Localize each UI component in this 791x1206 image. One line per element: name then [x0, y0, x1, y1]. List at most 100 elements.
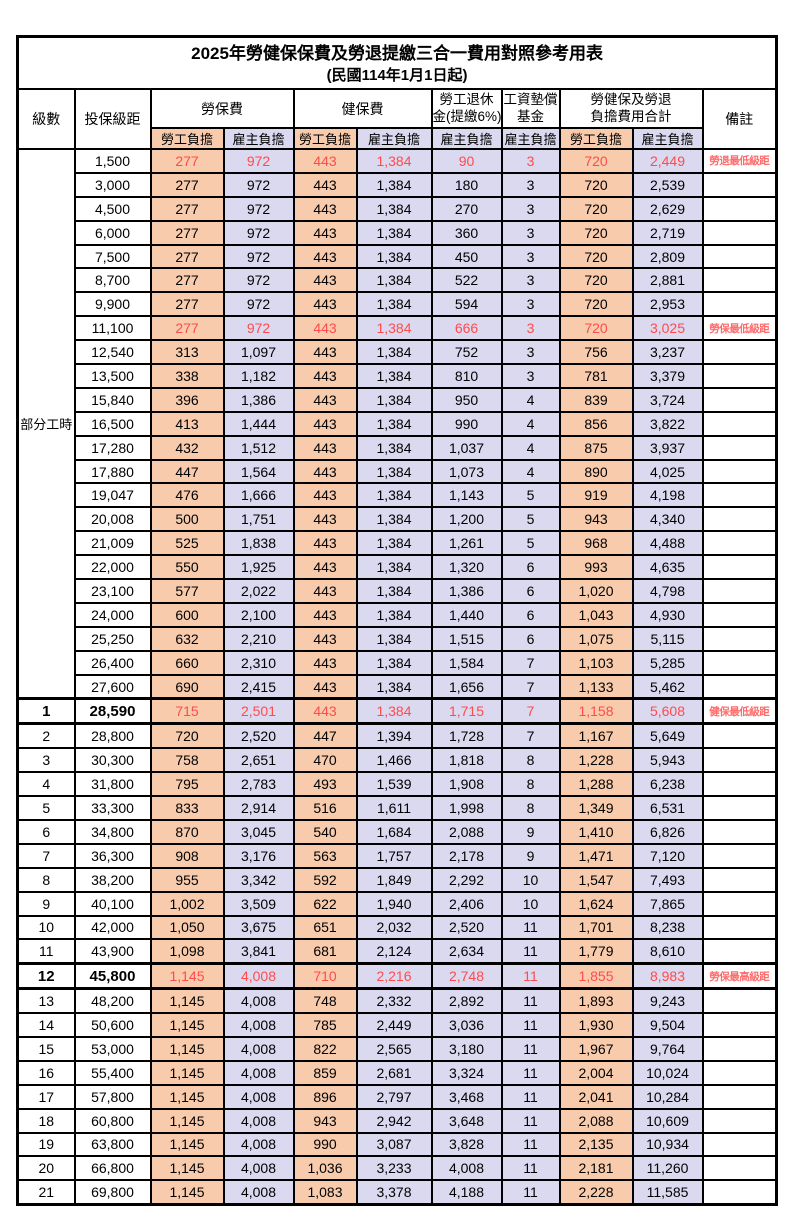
salary-cell: 3,000 — [73, 171, 152, 198]
health-employee-cell: 943 — [292, 1107, 358, 1134]
labor-employee-cell: 690 — [149, 673, 225, 701]
labor-employee-cell: 476 — [149, 482, 225, 509]
wage-fund-employer-cell: 11 — [500, 1012, 561, 1038]
total-employee-cell: 2,228 — [558, 1179, 634, 1206]
labor-employee-cell: 715 — [149, 697, 225, 726]
salary-cell: 17,880 — [73, 458, 152, 485]
labor-employer-cell: 4,008 — [222, 1155, 295, 1182]
labor-employer-cell: 1,512 — [222, 434, 295, 461]
pension-employer-cell: 3,180 — [430, 1035, 503, 1062]
health-employee-cell: 443 — [292, 410, 358, 437]
total-employee-cell: 1,228 — [558, 747, 634, 774]
health-employer-cell: 1,611 — [355, 795, 433, 821]
table-row: 11 43,900 1,098 3,841 681 2,124 2,634 11 1,779 8,… — [16, 938, 778, 965]
fee-reference-table: 2025年勞健保保費及勞退提繳三合一費用對照參考用表 (民國114年1月1日起)… — [16, 35, 779, 1206]
total-employee-cell: 781 — [558, 363, 634, 389]
table-row: 19,047 476 1,666 443 1,384 1,143 5 919 4,198 — [18, 482, 778, 509]
page-subtitle: (民國114年1月1日起) — [326, 66, 468, 84]
wage-fund-employer-cell: 3 — [500, 243, 561, 270]
labor-employee-cell: 277 — [149, 148, 225, 174]
title-cell: 2025年勞健保保費及勞退提繳三合一費用對照參考用表 (民國114年1月1日起) — [16, 35, 778, 90]
table-row: 4 31,800 795 2,783 493 1,539 1,908 8 1,288 6,238 — [16, 771, 778, 798]
remark-cell — [701, 866, 778, 893]
health-employer-cell: 1,384 — [355, 554, 433, 581]
wage-fund-employer-cell: 3 — [500, 195, 561, 222]
wage-fund-employer-cell: 7 — [500, 697, 561, 726]
table-row: 15,840 396 1,386 443 1,384 950 4 839 3,724 — [18, 386, 778, 413]
remark-cell — [701, 649, 778, 676]
health-employer-cell: 2,216 — [355, 962, 433, 991]
wage-fund-employer-cell: 3 — [500, 315, 561, 342]
health-employer-cell: 2,449 — [355, 1012, 433, 1038]
health-employer-cell: 2,681 — [355, 1059, 433, 1086]
total-employer-cell: 3,937 — [631, 434, 704, 461]
wage-fund-employer-cell: 6 — [500, 578, 561, 604]
remark-cell — [701, 363, 778, 389]
level-cell: 13 — [16, 987, 76, 1015]
health-employee-cell: 493 — [292, 771, 358, 798]
header-labor-employer: 雇主負擔 — [222, 127, 295, 150]
wage-fund-employer-cell: 5 — [500, 530, 561, 557]
total-employer-cell: 6,826 — [631, 818, 704, 845]
pension-employer-cell: 2,892 — [430, 987, 503, 1015]
labor-employee-cell: 313 — [149, 339, 225, 366]
health-employee-cell: 470 — [292, 747, 358, 774]
wage-fund-employer-cell: 3 — [500, 148, 561, 174]
health-employer-cell: 1,384 — [355, 219, 433, 246]
wage-fund-employer-cell: 5 — [500, 506, 561, 533]
total-employee-cell: 1,288 — [558, 771, 634, 798]
wage-fund-employer-cell: 3 — [500, 363, 561, 389]
remark-cell — [701, 914, 778, 941]
header-pension-line2: 金(提繳6%) — [432, 108, 502, 124]
header-total: 勞健保及勞退 負擔費用合計 — [558, 88, 704, 129]
total-employee-cell: 993 — [558, 554, 634, 581]
total-employee-cell: 1,547 — [558, 866, 634, 893]
wage-fund-employer-cell: 7 — [500, 649, 561, 676]
total-employee-cell: 1,930 — [558, 1012, 634, 1038]
remark-cell — [701, 554, 778, 581]
table-row: 6,000 277 972 443 1,384 360 3 720 2,719 — [18, 219, 778, 246]
health-employer-cell: 1,384 — [355, 625, 433, 652]
total-employer-cell: 4,488 — [631, 530, 704, 557]
wage-fund-employer-cell: 3 — [500, 291, 561, 318]
labor-employee-cell: 277 — [149, 195, 225, 222]
header-labor-insurance: 勞保費 — [149, 88, 295, 129]
salary-cell: 23,100 — [73, 578, 152, 604]
labor-employee-cell: 500 — [149, 506, 225, 533]
health-employee-cell: 443 — [292, 506, 358, 533]
level-cell: 3 — [16, 747, 76, 774]
total-employer-cell: 9,243 — [631, 987, 704, 1015]
health-employee-cell: 443 — [292, 530, 358, 557]
pension-employer-cell: 1,386 — [430, 578, 503, 604]
total-employer-cell: 3,822 — [631, 410, 704, 437]
total-employee-cell: 1,020 — [558, 578, 634, 604]
salary-cell: 50,600 — [73, 1012, 152, 1038]
wage-fund-employer-cell: 4 — [500, 386, 561, 413]
total-employer-cell: 7,493 — [631, 866, 704, 893]
header-pension: 勞工退休 金(提繳6%) — [430, 88, 503, 129]
table-row: 26,400 660 2,310 443 1,384 1,584 7 1,103 5,285 — [18, 649, 778, 676]
labor-employee-cell: 1,145 — [149, 1012, 225, 1038]
labor-employee-cell: 550 — [149, 554, 225, 581]
pension-employer-cell: 990 — [430, 410, 503, 437]
level-cell: 10 — [16, 914, 76, 941]
total-employer-cell: 3,237 — [631, 339, 704, 366]
health-employer-cell: 3,378 — [355, 1179, 433, 1206]
wage-fund-employer-cell: 11 — [500, 914, 561, 941]
labor-employee-cell: 1,002 — [149, 890, 225, 917]
wage-fund-employer-cell: 11 — [500, 987, 561, 1015]
total-employee-cell: 875 — [558, 434, 634, 461]
health-employer-cell: 1,684 — [355, 818, 433, 845]
total-employer-cell: 11,260 — [631, 1155, 704, 1182]
labor-employer-cell: 972 — [222, 315, 295, 342]
salary-cell: 26,400 — [73, 649, 152, 676]
pension-employer-cell: 1,515 — [430, 625, 503, 652]
labor-employer-cell: 972 — [222, 195, 295, 222]
labor-employer-cell: 2,210 — [222, 625, 295, 652]
pension-employer-cell: 1,200 — [430, 506, 503, 533]
total-employer-cell: 5,649 — [631, 722, 704, 750]
total-employee-cell: 720 — [558, 267, 634, 294]
total-employee-cell: 1,779 — [558, 938, 634, 965]
wage-fund-employer-cell: 4 — [500, 434, 561, 461]
labor-employer-cell: 2,914 — [222, 795, 295, 821]
